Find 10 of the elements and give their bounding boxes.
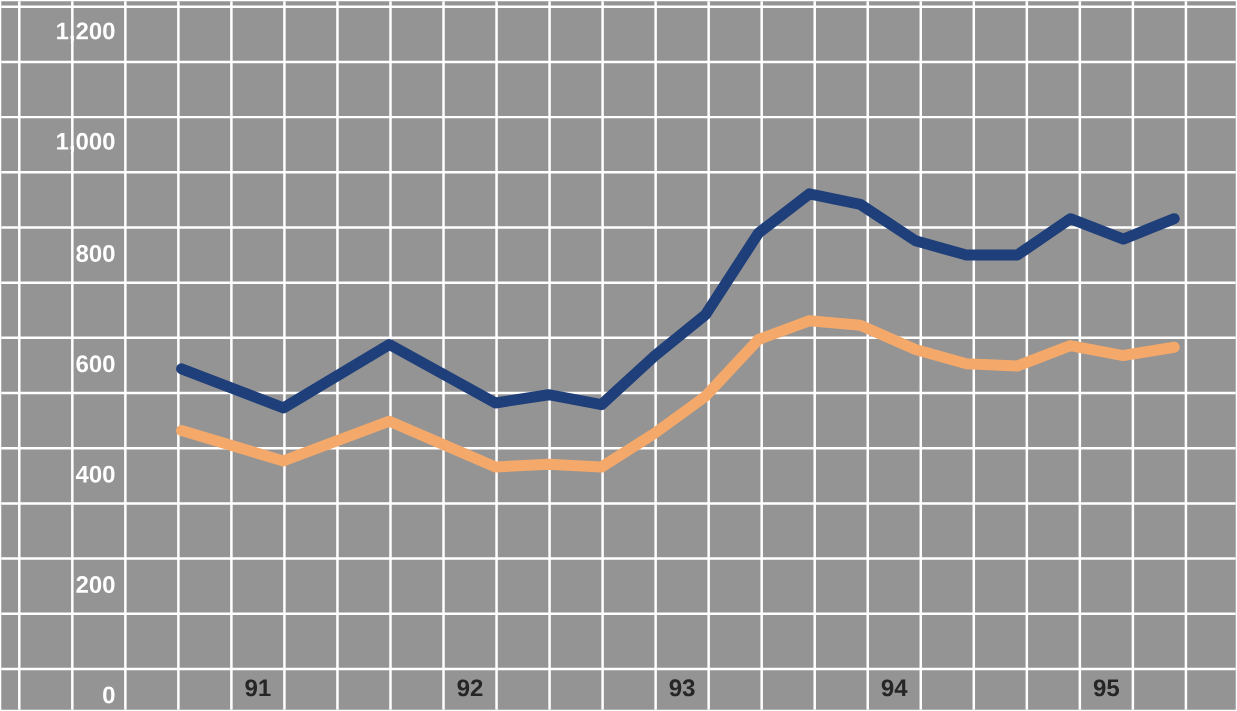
y-tick-label: 0 [103,686,115,704]
y-tick-label: 200 [76,576,115,593]
x-tick-label: 93 [669,679,695,697]
y-tick-label: 600 [76,355,115,373]
y-tick-label: 400 [75,465,115,483]
y-tick-label: 800 [76,244,115,262]
x-tick-label: 94 [881,679,908,697]
x-tick-label: 91 [245,679,271,697]
x-tick-label: 95 [1093,679,1120,697]
x-tick-label: 92 [457,679,483,697]
